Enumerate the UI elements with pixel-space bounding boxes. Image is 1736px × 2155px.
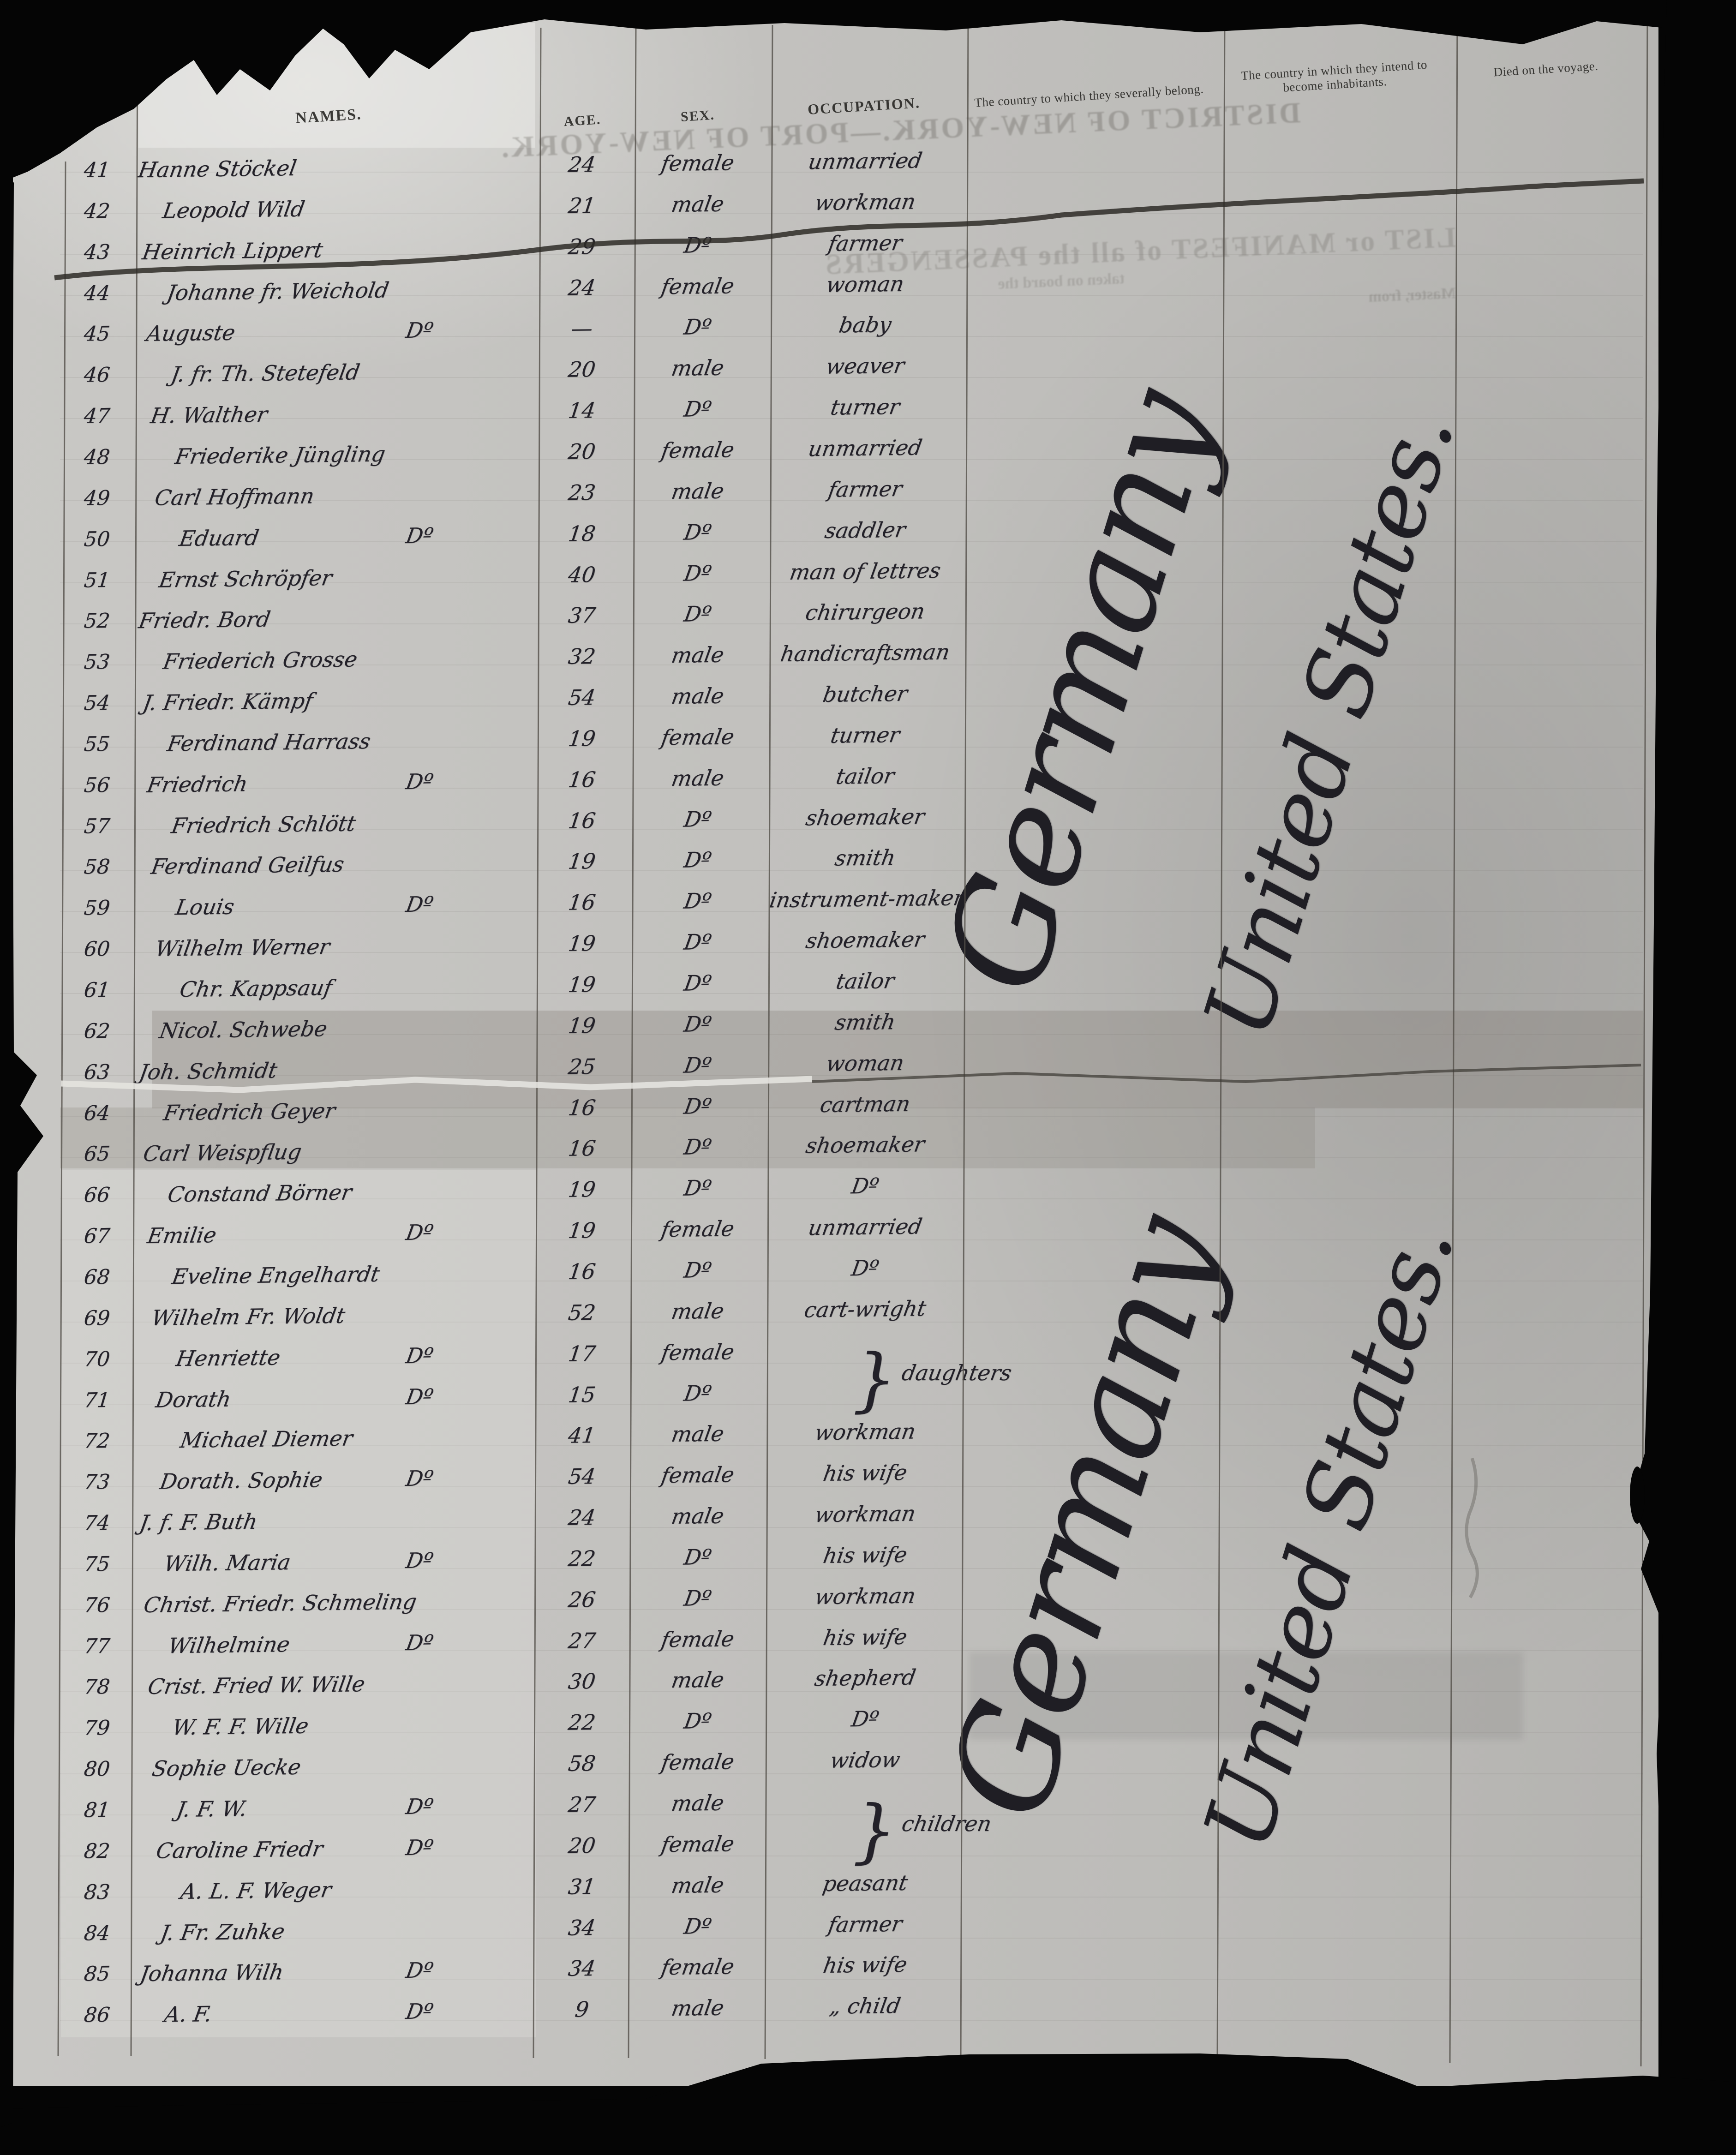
tape-crack-dark	[812, 1064, 1641, 1083]
torn-edge-right	[1630, 0, 1736, 2155]
header-rule	[54, 178, 1644, 281]
torn-edge-bottom	[0, 2053, 1736, 2155]
torn-edge-left	[0, 166, 43, 2127]
tear-blob-right	[1630, 1467, 1645, 1524]
pencil-scribble	[1465, 1457, 1479, 1598]
column-rule-lines	[57, 11, 1648, 2067]
manifest-page	[13, 0, 1658, 2086]
brace-children: }	[852, 1791, 897, 1871]
torn-edge-top	[0, 0, 1736, 183]
brace-daughters: }	[852, 1340, 897, 1420]
tape-crack-white	[60, 1076, 813, 1093]
